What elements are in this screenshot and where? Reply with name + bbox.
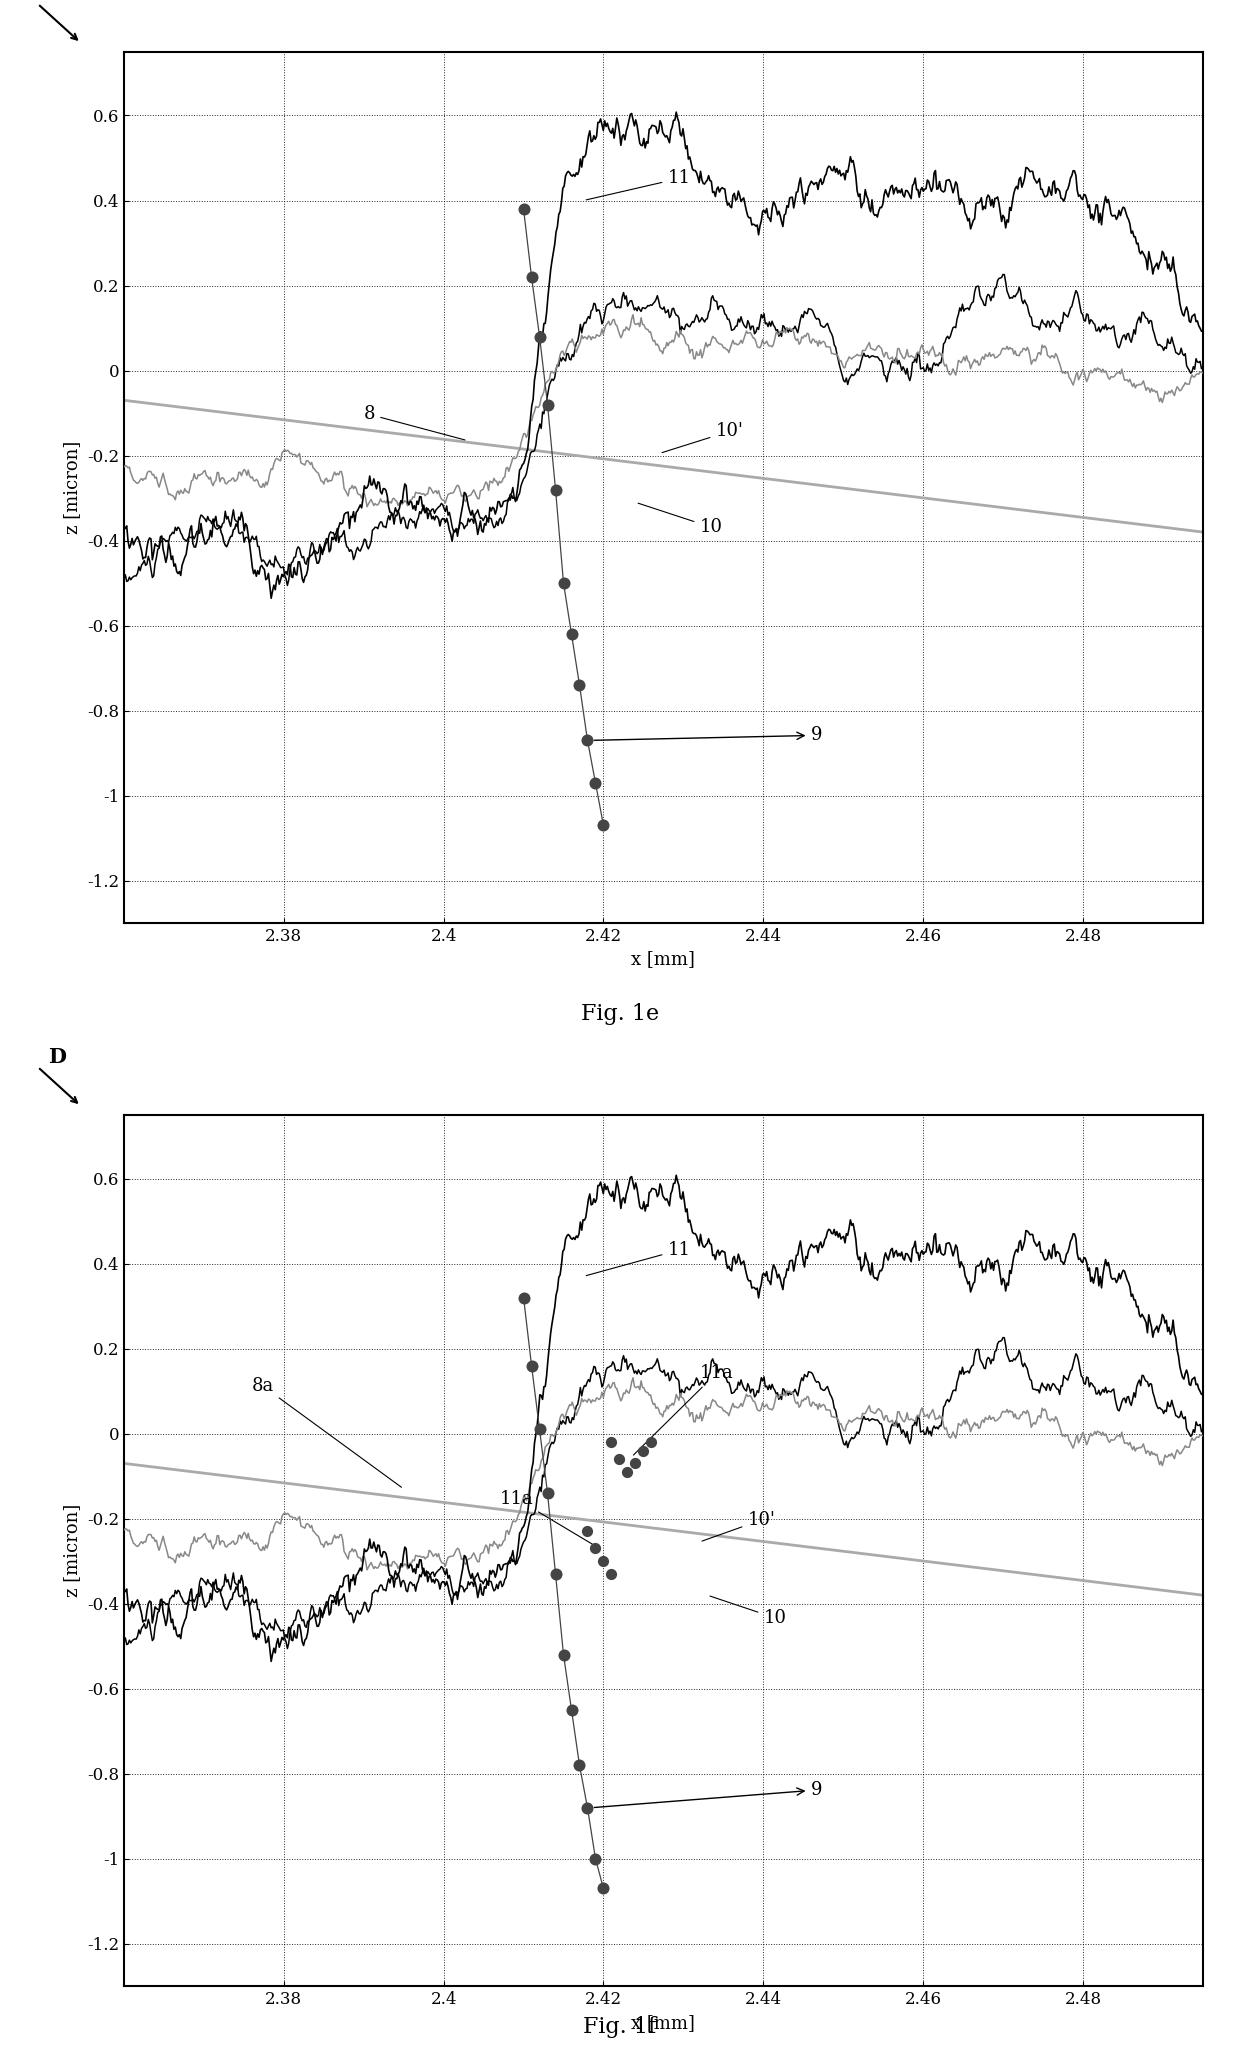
Point xyxy=(618,1455,637,1488)
Point xyxy=(578,1792,598,1825)
Point xyxy=(594,1546,614,1579)
Point xyxy=(529,1413,549,1446)
Text: 10: 10 xyxy=(711,1595,786,1626)
Point xyxy=(546,474,565,507)
Point xyxy=(585,766,605,799)
Point xyxy=(634,1434,653,1467)
Point xyxy=(513,1281,533,1314)
Point xyxy=(562,1692,582,1726)
Point xyxy=(529,321,549,354)
Text: D: D xyxy=(48,1047,67,1068)
X-axis label: x [mm]: x [mm] xyxy=(631,950,696,968)
Text: 8: 8 xyxy=(363,406,465,441)
Point xyxy=(562,617,582,650)
Point xyxy=(522,1349,542,1382)
Point xyxy=(538,389,558,422)
Point xyxy=(546,1558,565,1591)
Y-axis label: z [micron]: z [micron] xyxy=(63,1504,82,1597)
Text: Fig. 1f: Fig. 1f xyxy=(584,2015,656,2038)
Point xyxy=(569,1748,589,1781)
Text: 8a: 8a xyxy=(252,1378,402,1488)
Point xyxy=(625,1446,645,1479)
Point xyxy=(553,1639,573,1672)
Point xyxy=(594,1872,614,1906)
Point xyxy=(569,668,589,701)
Text: 11: 11 xyxy=(587,170,691,201)
Point xyxy=(641,1426,661,1459)
Y-axis label: z [micron]: z [micron] xyxy=(63,441,82,534)
Text: D: D xyxy=(48,0,67,4)
Point xyxy=(538,1477,558,1510)
Point xyxy=(601,1426,621,1459)
Text: 10: 10 xyxy=(639,503,723,536)
Text: Fig. 1e: Fig. 1e xyxy=(580,1003,660,1026)
Text: 11a: 11a xyxy=(500,1490,598,1548)
Text: 11: 11 xyxy=(587,1241,691,1277)
Point xyxy=(585,1841,605,1875)
Text: 10': 10' xyxy=(662,422,743,453)
Point xyxy=(601,1558,621,1591)
X-axis label: x [mm]: x [mm] xyxy=(631,2013,696,2032)
Point xyxy=(585,1531,605,1564)
Text: 9: 9 xyxy=(594,1781,822,1808)
Text: 9: 9 xyxy=(594,726,822,745)
Point xyxy=(578,1515,598,1548)
Text: 11a: 11a xyxy=(634,1363,733,1455)
Point xyxy=(513,192,533,226)
Point xyxy=(594,809,614,842)
Point xyxy=(610,1442,630,1475)
Point xyxy=(578,724,598,757)
Point xyxy=(553,567,573,600)
Point xyxy=(522,261,542,294)
Text: 10': 10' xyxy=(702,1510,775,1541)
